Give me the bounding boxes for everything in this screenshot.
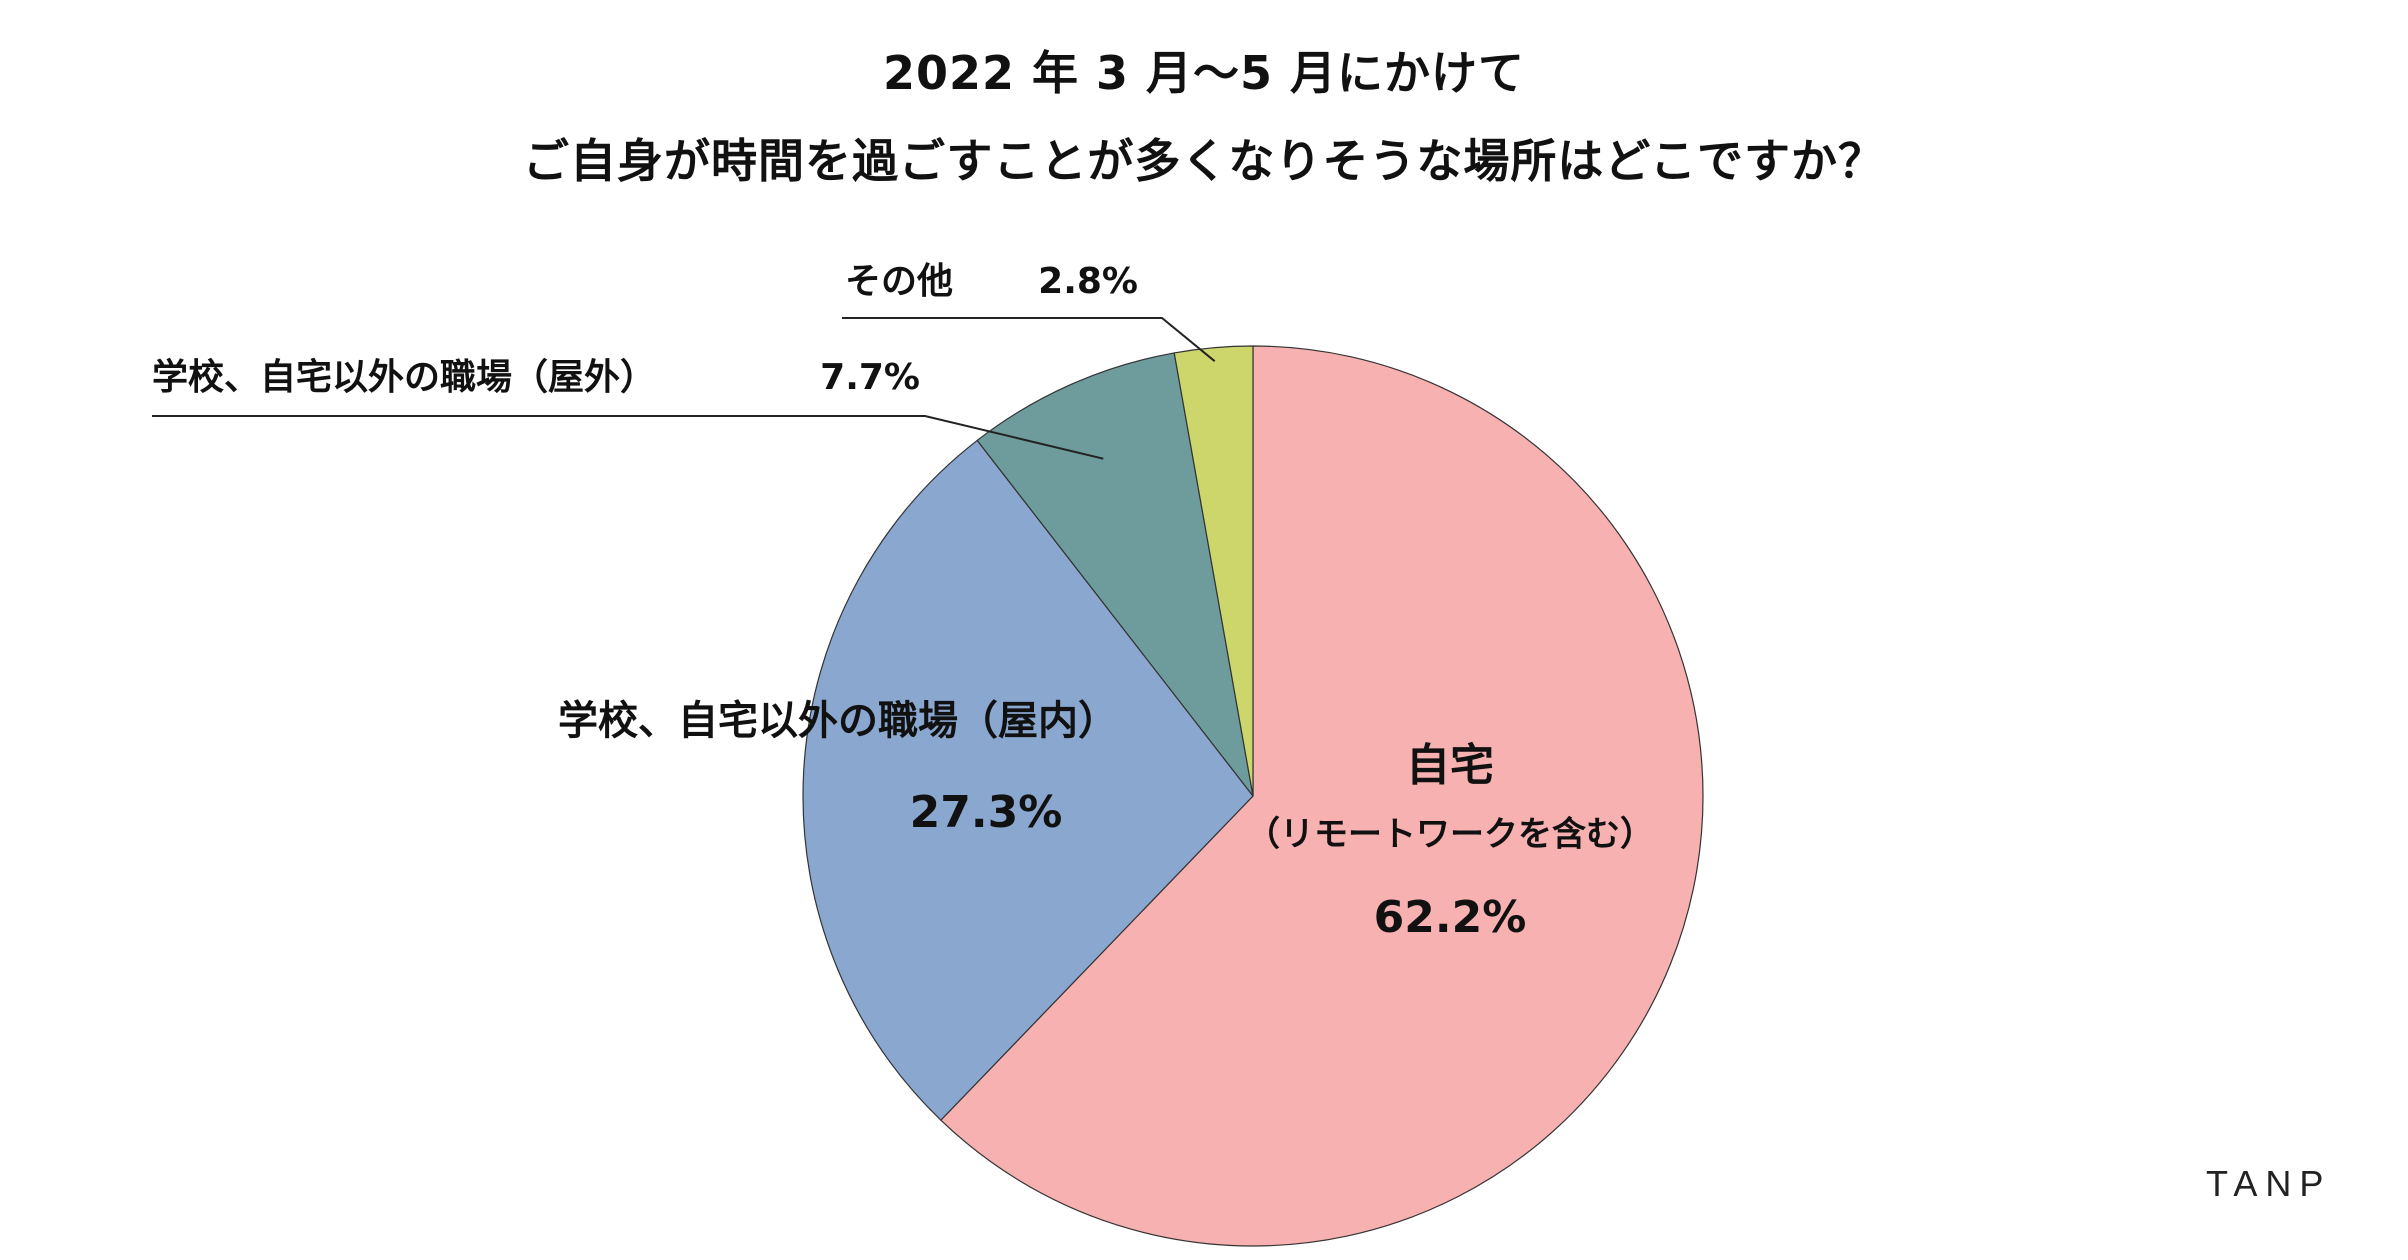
slice-label-3: 学校、自宅以外の職場（屋外） — [152, 356, 656, 398]
slice-label-1-line-2: （リモートワークを含む） — [1246, 815, 1654, 855]
slice-value-1: 62.2% — [1374, 892, 1527, 943]
slice-label-2: 学校、自宅以外の職場（屋内） — [558, 698, 1118, 744]
leader-line-4 — [842, 317, 1216, 362]
slice-value-4: 2.8% — [1038, 261, 1138, 302]
slice-value-3: 7.7% — [820, 357, 920, 398]
pie-slice-4 — [1173, 345, 1254, 797]
slice-value-2: 27.3% — [910, 787, 1063, 838]
chart-title-line-2: ご自身が時間を過ごすことが多くなりそうな場所はどこですか？ — [522, 134, 1886, 188]
slice-label-4: その他 — [845, 261, 953, 302]
leader-lines — [152, 317, 1216, 460]
pie-slice-2 — [802, 439, 1254, 1121]
pie-slices — [802, 345, 1704, 1247]
pie-slice-1 — [940, 345, 1704, 1247]
slice-labels: 自宅 （リモートワークを含む） 62.2% 学校、自宅以外の職場（屋内） 27.3% 学校… — [152, 261, 1654, 943]
slice-label-1-line-1: 自宅 — [1406, 740, 1494, 791]
leader-line-3 — [152, 415, 1104, 460]
brand-logo-text: TANP — [2206, 1163, 2332, 1204]
chart-title-line-1: 2022 年 3 月〜5 月にかけて — [882, 46, 1526, 100]
